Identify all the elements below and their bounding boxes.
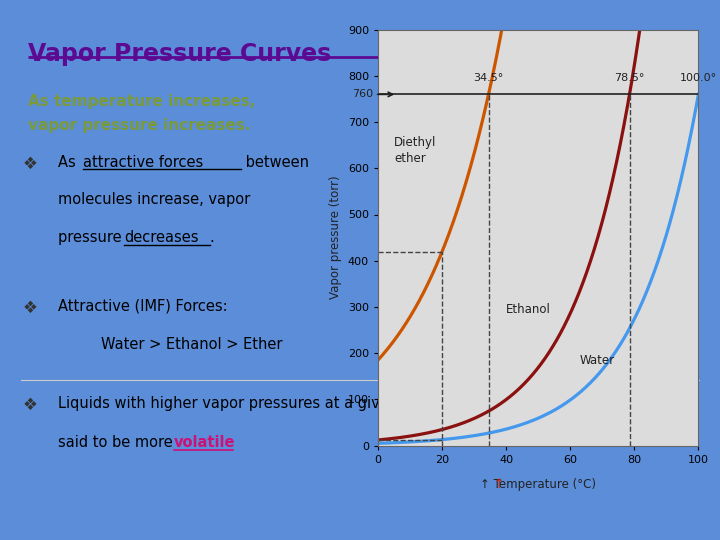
Text: Water: Water: [580, 354, 615, 367]
Text: As: As: [58, 154, 80, 170]
Text: 34.5°: 34.5°: [474, 73, 504, 83]
Text: decreases: decreases: [124, 230, 199, 245]
Text: 78.5°: 78.5°: [614, 73, 644, 83]
Text: attractive forces: attractive forces: [83, 154, 203, 170]
Text: pressure: pressure: [58, 230, 126, 245]
Text: said to be more: said to be more: [58, 435, 177, 450]
Text: ❖: ❖: [22, 154, 37, 172]
Text: ↑ Temperature (°C): ↑ Temperature (°C): [480, 478, 596, 491]
Text: vapor pressure increases.: vapor pressure increases.: [27, 118, 250, 133]
Text: ❖: ❖: [22, 299, 37, 317]
Text: between: between: [241, 154, 309, 170]
Text: Ethanol: Ethanol: [506, 303, 551, 316]
Text: Liquids with higher vapor pressures at a given T are: Liquids with higher vapor pressures at a…: [58, 396, 440, 411]
Text: Water > Ethanol > Ether: Water > Ethanol > Ether: [101, 336, 282, 352]
Text: .: .: [210, 230, 215, 245]
Text: 100.0°: 100.0°: [680, 73, 717, 83]
Text: Vapor Pressure Curves: Vapor Pressure Curves: [27, 42, 330, 66]
Text: 760: 760: [352, 90, 373, 99]
Text: ❖: ❖: [22, 396, 37, 414]
Text: Attractive (IMF) Forces:: Attractive (IMF) Forces:: [58, 299, 228, 314]
Text: volatile: volatile: [174, 435, 235, 450]
Text: ↑: ↑: [494, 478, 504, 491]
Text: molecules increase, vapor: molecules increase, vapor: [58, 192, 250, 207]
Text: As temperature increases,: As temperature increases,: [27, 94, 255, 109]
Text: Diethyl
ether: Diethyl ether: [394, 136, 436, 165]
Y-axis label: Vapor pressure (torr): Vapor pressure (torr): [329, 176, 342, 299]
